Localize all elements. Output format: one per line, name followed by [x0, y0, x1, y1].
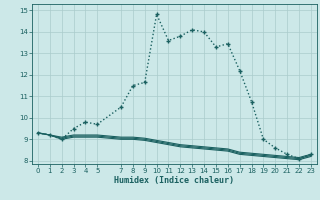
X-axis label: Humidex (Indice chaleur): Humidex (Indice chaleur) [115, 176, 234, 185]
